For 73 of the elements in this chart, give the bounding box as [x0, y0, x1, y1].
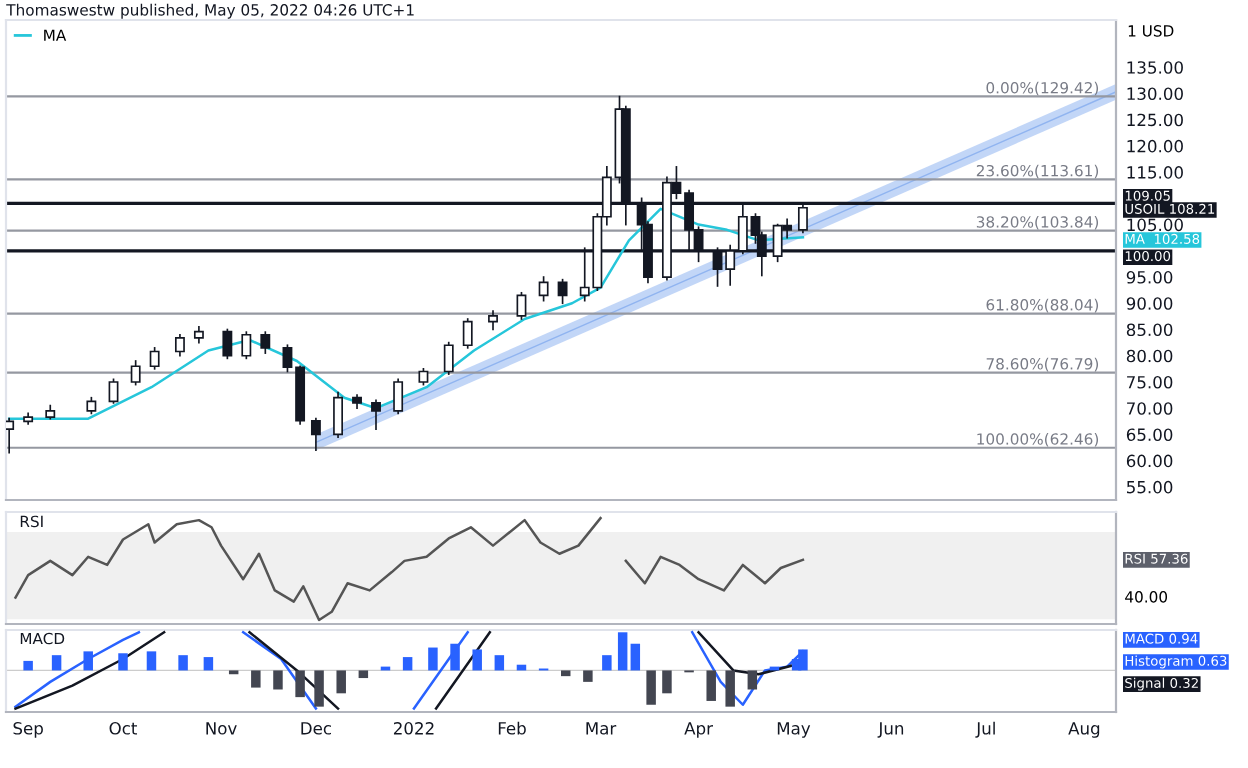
bar [662, 670, 672, 694]
bar [273, 670, 283, 690]
candlestick [260, 331, 271, 354]
bar [602, 655, 612, 671]
y-tick-label: 135.00 [1127, 61, 1183, 74]
bar [83, 651, 93, 671]
bar [428, 647, 438, 671]
candlestick [371, 399, 381, 431]
y-tick-label: 130.00 [1127, 87, 1183, 101]
bar [336, 670, 346, 694]
candlestick [108, 378, 119, 404]
x-tick-label: Mar [586, 722, 617, 735]
bar [314, 670, 324, 707]
bar [494, 655, 505, 671]
bar [51, 655, 62, 671]
x-tick-label: Aug [1068, 722, 1100, 738]
bar [706, 670, 716, 701]
x-tick-label: 2022 [393, 722, 434, 735]
x-tick-label: Apr [684, 722, 713, 738]
y-tick-label: 75.00 [1127, 375, 1173, 389]
bar [203, 657, 214, 671]
y-tick-label: 60.00 [1126, 454, 1173, 468]
bar [617, 632, 628, 671]
bar [146, 651, 157, 671]
candlestick [222, 328, 233, 360]
y-tick-label: 65.00 [1126, 428, 1173, 441]
bar [358, 670, 369, 679]
candlestick [241, 331, 252, 360]
bar [402, 657, 413, 671]
y-tick-label: 125.00 [1127, 113, 1183, 127]
x-tick-label: Sep [13, 722, 43, 738]
x-tick-label: Jun [877, 722, 904, 738]
candlestick [6, 417, 15, 454]
y-tick-label: 80.00 [1126, 349, 1173, 363]
candlestick [462, 318, 473, 349]
x-tick-label: Dec [301, 722, 332, 735]
bar [295, 670, 305, 698]
candlestick [310, 417, 321, 451]
candlestick [538, 276, 549, 302]
candlestick [333, 391, 343, 438]
candlestick [516, 291, 527, 320]
y-tick-label: 120.00 [1127, 139, 1183, 153]
candlestick [393, 378, 404, 415]
bar [472, 649, 482, 671]
bar [646, 670, 656, 705]
bar [725, 670, 735, 707]
candlestick [130, 360, 141, 386]
x-tick-label: Oct [109, 722, 138, 735]
y-tick-label: 85.00 [1126, 323, 1173, 337]
candlestick [557, 278, 568, 305]
x-tick-label: May [777, 722, 811, 738]
bar [251, 670, 261, 688]
y-tick-label: 105.00 [1127, 218, 1183, 232]
bar [630, 643, 641, 671]
bar [118, 653, 128, 671]
candlestick [443, 341, 454, 375]
x-tick-label: Nov [206, 722, 237, 735]
bar [178, 655, 188, 671]
candlestick [174, 333, 185, 357]
bar [561, 670, 571, 677]
bar [747, 670, 758, 690]
bar [23, 660, 33, 671]
x-tick-label: Feb [498, 721, 526, 735]
y-tick-label: 70.00 [1127, 402, 1173, 415]
bar [450, 643, 460, 671]
bar [583, 670, 593, 682]
y-tick-label: 90.00 [1126, 297, 1173, 310]
candlestick [488, 310, 498, 331]
x-tick-label: Jul [975, 721, 995, 738]
y-tick-label: 95.00 [1126, 271, 1173, 284]
y-tick-label: 115.00 [1127, 166, 1183, 179]
y-tick-label: 55.00 [1127, 480, 1173, 494]
candlestick [149, 347, 160, 370]
